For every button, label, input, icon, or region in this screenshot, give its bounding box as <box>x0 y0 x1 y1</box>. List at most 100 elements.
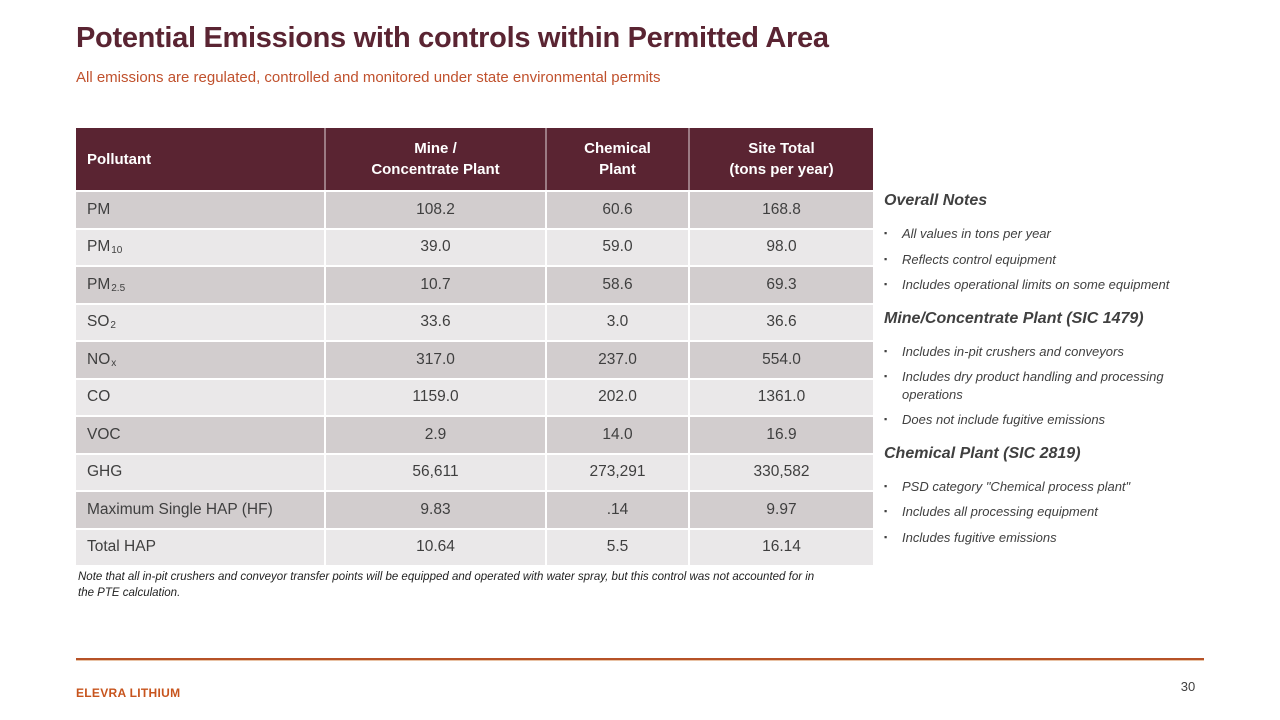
notes-list-chemical-plant: ▪ PSD category "Chemical process plant" ▪… <box>884 478 1206 547</box>
mine-value: 9.83 <box>326 492 547 528</box>
pollutant-subscript: x <box>111 357 117 369</box>
list-item: ▪ Does not include fugitive emissions <box>884 411 1206 429</box>
brand-name: ELEVRA LITHIUM <box>76 686 181 700</box>
note-text: PSD category "Chemical process plant" <box>902 478 1131 494</box>
mine-value: 317.0 <box>326 342 547 378</box>
table-row-pm: PM 108.2 60.6 168.8 <box>76 190 873 228</box>
chemical-value: 58.6 <box>547 267 690 303</box>
mine-value: 33.6 <box>326 304 547 340</box>
header-site-total: Site Total (tons per year) <box>690 128 873 190</box>
table-row-pm25: PM 2.5 10.7 58.6 69.3 <box>76 265 873 303</box>
pollutant-name: Maximum Single HAP (HF) <box>87 500 273 518</box>
pollutant-name: SO <box>87 313 110 331</box>
list-item: ▪ Includes operational limits on some equ… <box>884 276 1206 294</box>
chemical-value: 5.5 <box>547 529 690 565</box>
pollutant-name: NO <box>87 350 111 368</box>
table-header-row: Pollutant Mine / Concentrate Plant Chemi… <box>76 128 873 190</box>
header-line: Mine / <box>414 140 457 157</box>
header-line: Chemical <box>584 140 651 157</box>
note-text: Does not include fugitive emissions <box>902 412 1106 428</box>
emissions-table: Pollutant Mine / Concentrate Plant Chemi… <box>76 128 873 565</box>
pollutant-subscript: 2.5 <box>111 282 126 294</box>
chemical-value: 59.0 <box>547 229 690 265</box>
list-item: ▪ Includes all processing equipment <box>884 503 1206 521</box>
mine-value: 39.0 <box>326 229 547 265</box>
site-total-value: 168.8 <box>762 200 801 218</box>
table-row-nox: NO x 317.0 237.0 554.0 <box>76 340 873 378</box>
bullet-icon: ▪ <box>884 228 888 238</box>
pollutant-cell: Maximum Single HAP (HF) <box>76 492 326 528</box>
pollutant-cell: PM 2.5 <box>76 267 326 303</box>
site-total-value: 16.14 <box>762 538 801 556</box>
list-item: ▪ Reflects control equipment <box>884 251 1206 269</box>
pollutant-cell: CO <box>76 379 326 415</box>
header-line: Site Total <box>748 140 815 157</box>
pollutant-subscript: 10 <box>111 245 123 257</box>
notes-heading-overall: Overall Notes <box>884 192 988 209</box>
chemical-value: 237.0 <box>547 342 690 378</box>
pollutant-name: PM <box>87 200 111 218</box>
note-text: All values in tons per year <box>902 226 1051 241</box>
site-total-value: 16.9 <box>766 425 797 443</box>
site-total-value: 1361.0 <box>757 388 806 406</box>
note-text: Reflects control equipment <box>902 251 1056 267</box>
bullet-icon: ▪ <box>884 345 888 356</box>
header-pollutant: Pollutant <box>76 128 326 190</box>
pollutant-cell: NO x <box>76 342 326 378</box>
header-line: (tons per year) <box>729 161 834 178</box>
site-total-value: 330,582 <box>753 463 810 481</box>
chemical-value: 202.0 <box>547 379 690 415</box>
mine-value: 10.7 <box>326 267 547 303</box>
page-title: Potential Emissions with controls within… <box>76 22 829 54</box>
note-text: Includes in-pit crushers and conveyors <box>902 343 1124 359</box>
header-line: Concentrate Plant <box>371 161 500 178</box>
pollutant-name: PM <box>87 275 111 293</box>
bullet-icon: ▪ <box>884 414 888 425</box>
list-item: ▪ Includes in-pit crushers and conveyors <box>884 343 1206 361</box>
header-mine-concentrate-plant: Mine / Concentrate Plant <box>326 128 547 190</box>
pollutant-name: Total HAP <box>87 538 156 556</box>
table-footnote: Note that all in-pit crushers and convey… <box>78 571 815 600</box>
pollutant-name: PM <box>87 238 111 256</box>
note-text: Includes fugitive emissions <box>902 529 1057 545</box>
pollutant-name: GHG <box>87 463 123 481</box>
pollutant-cell: SO 2 <box>76 304 326 340</box>
table-row-ghg: GHG 56,611 273,291 330,582 <box>76 452 873 490</box>
table-row-co: CO 1159.0 202.0 1361.0 <box>76 377 873 415</box>
mine-value: 10.64 <box>326 529 547 565</box>
bullet-icon: ▪ <box>884 253 888 264</box>
chemical-value: 3.0 <box>547 304 690 340</box>
list-item: ▪ Includes dry product handling and proce… <box>884 368 1206 403</box>
mine-value: 1159.0 <box>326 379 547 415</box>
table-row-pm10: PM 10 39.0 59.0 98.0 <box>76 227 873 265</box>
chemical-value: .14 <box>547 492 690 528</box>
footer-divider <box>76 658 1204 661</box>
pollutant-name: VOC <box>87 425 121 443</box>
page-number: 30 <box>1180 679 1196 694</box>
pollutant-cell: GHG <box>76 454 326 490</box>
chemical-value: 60.6 <box>547 192 690 228</box>
mine-value: 108.2 <box>326 192 547 228</box>
mine-value: 56,611 <box>326 454 547 490</box>
bullet-icon: ▪ <box>884 480 888 491</box>
note-text: Includes operational limits on some equi… <box>902 277 1170 293</box>
table-row-total-hap: Total HAP 10.64 5.5 16.14 <box>76 527 873 565</box>
mine-value: 2.9 <box>326 417 547 453</box>
note-text: Includes dry product handling and proces… <box>902 369 1164 402</box>
list-item: ▪ Includes fugitive emissions <box>884 529 1206 547</box>
bullet-icon: ▪ <box>884 506 888 517</box>
note-text: Includes all processing equipment <box>902 504 1098 520</box>
notes-heading-chemical-plant: Chemical Plant (SIC 2819) <box>884 444 1081 462</box>
site-total-value: 36.6 <box>766 313 797 331</box>
header-chemical-plant: Chemical Plant <box>547 128 690 190</box>
bullet-icon: ▪ <box>884 531 888 542</box>
site-total-value: 9.97 <box>766 500 797 518</box>
chemical-value: 273,291 <box>547 454 690 490</box>
bullet-icon: ▪ <box>884 371 888 382</box>
table-row-max-single-hap: Maximum Single HAP (HF) 9.83 .14 9.97 <box>76 490 873 528</box>
list-item: ▪ PSD category "Chemical process plant" <box>884 478 1206 496</box>
site-total-value: 98.0 <box>766 238 797 256</box>
pollutant-cell: PM <box>76 192 326 228</box>
list-item: ▪ All values in tons per year <box>884 225 1206 243</box>
